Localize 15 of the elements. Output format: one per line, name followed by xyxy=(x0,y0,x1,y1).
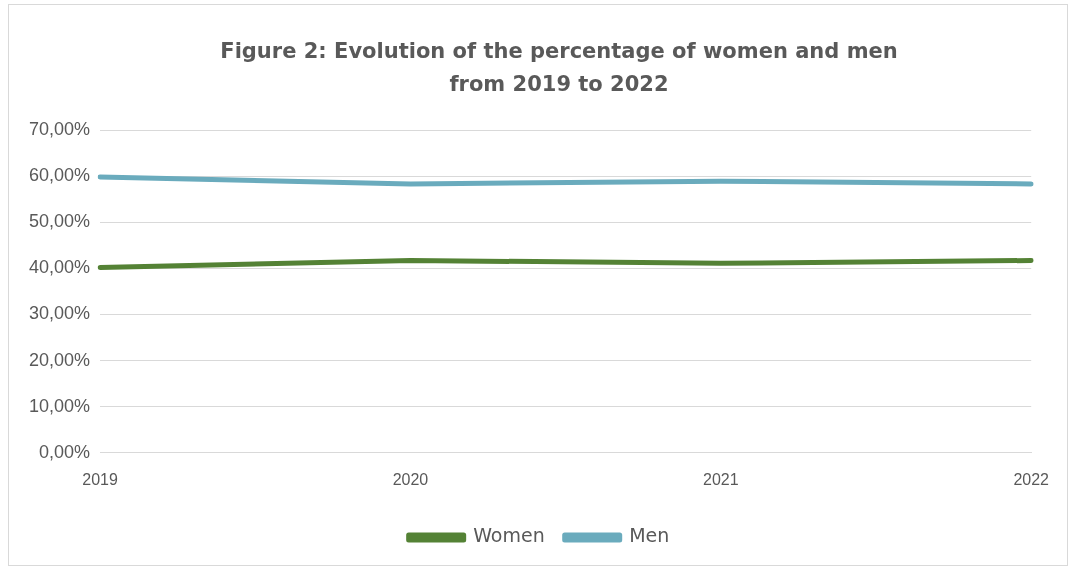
y-tick-label: 70,00% xyxy=(28,118,91,139)
y-tick-label: 60,00% xyxy=(28,165,91,186)
y-tick-label: 30,00% xyxy=(28,303,91,324)
y-tick-label: 40,00% xyxy=(28,257,91,278)
y-tick-label: 0,00% xyxy=(39,441,91,462)
y-tick-label: 10,00% xyxy=(28,395,91,416)
x-tick-label: 2020 xyxy=(392,470,429,488)
x-tick-label: 2019 xyxy=(82,470,118,488)
y-tick-label: 20,00% xyxy=(28,349,91,370)
legend-label: Women xyxy=(473,524,545,547)
legend-label: Men xyxy=(629,524,670,547)
chart-title: Figure 2: Evolution of the percentage of women and men from 2019 to 2022 xyxy=(219,38,899,98)
x-tick-label: 2021 xyxy=(703,470,739,488)
y-tick-label: 50,00% xyxy=(28,211,91,232)
x-tick-label: 2022 xyxy=(1013,470,1050,488)
